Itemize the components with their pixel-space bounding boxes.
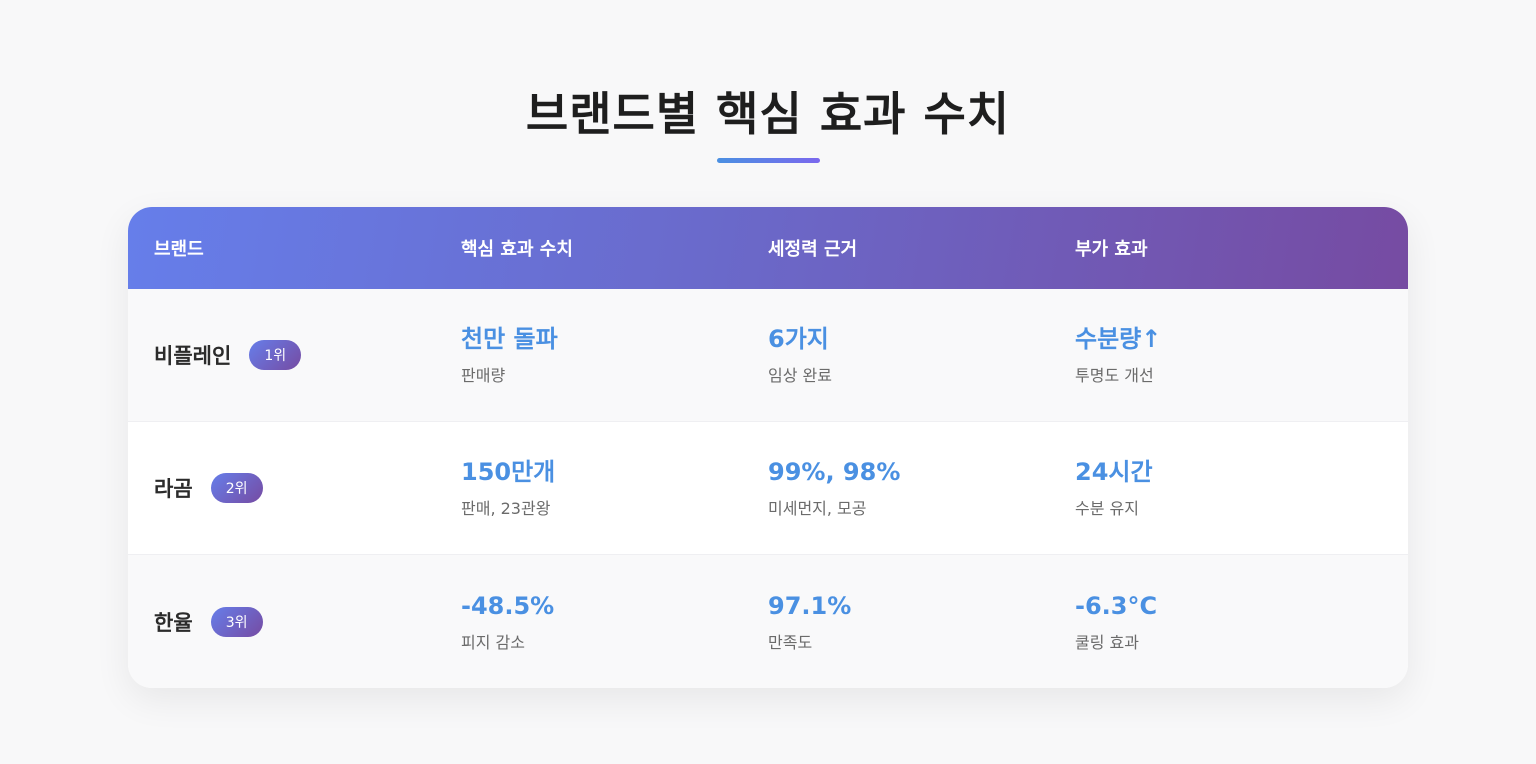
brand-comparison-table: 브랜드 핵심 효과 수치 세정력 근거 부가 효과 비플레인 1위 천만 돌파 …: [128, 207, 1408, 688]
metric-value: 24시간: [1075, 458, 1153, 486]
rank-badge: 1위: [249, 340, 302, 370]
metric-label: 미세먼지, 모공: [768, 499, 867, 518]
extra-effect-cell: 24시간 수분 유지: [1049, 457, 1356, 519]
cleansing-cell: 99%, 98% 미세먼지, 모공: [742, 457, 1049, 519]
brand-name: 라곰: [154, 477, 193, 501]
table-row: 한율 3위 -48.5% 피지 감소 97.1% 만족도 -6.3°C 쿨링 효…: [128, 555, 1408, 688]
header-extra-effect: 부가 효과: [1075, 239, 1148, 260]
brand-cell: 라곰 2위: [128, 473, 435, 503]
cleansing-cell: 97.1% 만족도: [742, 591, 1049, 653]
table-row: 비플레인 1위 천만 돌파 판매량 6가지 임상 완료 수분량↑ 투명도 개선: [128, 289, 1408, 422]
metric-value: -6.3°C: [1075, 591, 1158, 620]
brand-cell: 비플레인 1위: [128, 340, 435, 370]
metric-label: 수분 유지: [1075, 499, 1139, 518]
rank-badge: 3위: [210, 606, 263, 637]
metric-value: 수분량↑: [1075, 325, 1162, 353]
extra-effect-cell: -6.3°C 쿨링 효과: [1049, 591, 1356, 653]
brand-name: 비플레인: [154, 344, 232, 368]
metric-label: 투명도 개선: [1075, 366, 1154, 385]
rank-badge: 2위: [210, 473, 263, 503]
title-underline: [716, 158, 820, 163]
metric-label: 만족도: [768, 632, 813, 652]
header-core-metric: 핵심 효과 수치: [461, 239, 573, 260]
metric-value: 99%, 98%: [768, 458, 901, 486]
table-row: 라곰 2위 150만개 판매, 23관왕 99%, 98% 미세먼지, 모공 2…: [128, 422, 1408, 555]
title-section: 브랜드별 핵심 효과 수치: [0, 84, 1536, 163]
metric-label: 피지 감소: [461, 632, 525, 652]
core-metric-cell: -48.5% 피지 감소: [435, 591, 742, 653]
header-cleansing-evidence: 세정력 근거: [768, 239, 858, 260]
table-header: 브랜드 핵심 효과 수치 세정력 근거 부가 효과: [128, 207, 1408, 289]
metric-label: 쿨링 효과: [1075, 632, 1139, 652]
metric-label: 판매량: [461, 366, 506, 385]
metric-label: 임상 완료: [768, 366, 832, 385]
metric-value: 천만 돌파: [461, 325, 558, 353]
cleansing-cell: 6가지 임상 완료: [742, 324, 1049, 386]
header-brand: 브랜드: [154, 239, 204, 260]
core-metric-cell: 150만개 판매, 23관왕: [435, 457, 742, 519]
brand-name: 한율: [154, 610, 193, 635]
page-title: 브랜드별 핵심 효과 수치: [525, 87, 1011, 141]
extra-effect-cell: 수분량↑ 투명도 개선: [1049, 324, 1356, 386]
core-metric-cell: 천만 돌파 판매량: [435, 324, 742, 386]
metric-value: 97.1%: [768, 591, 852, 620]
metric-value: -48.5%: [461, 591, 555, 620]
metric-value: 6가지: [768, 325, 829, 353]
brand-cell: 한율 3위: [128, 606, 435, 637]
metric-label: 판매, 23관왕: [461, 499, 551, 518]
metric-value: 150만개: [461, 458, 556, 486]
